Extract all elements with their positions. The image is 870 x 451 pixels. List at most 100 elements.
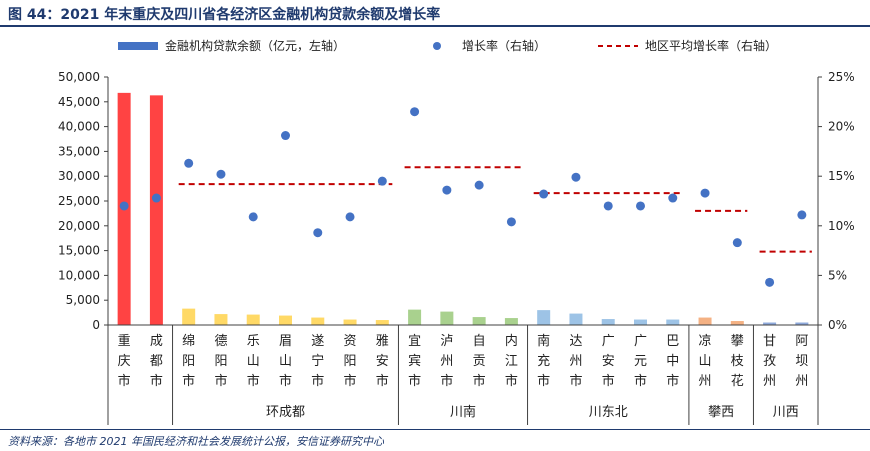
loan-bar bbox=[182, 308, 196, 325]
loan-bar bbox=[311, 317, 325, 325]
category-label-char: 山 bbox=[247, 354, 260, 369]
loan-bar bbox=[246, 314, 260, 325]
category-label-char: 市 bbox=[182, 373, 195, 389]
growth-dot bbox=[571, 172, 581, 182]
category-label-char: 州 bbox=[795, 374, 808, 389]
category-label-char: 广 bbox=[602, 334, 615, 349]
loan-bar bbox=[440, 311, 454, 325]
category-label-char: 州 bbox=[569, 354, 582, 369]
category-label-char: 孜 bbox=[763, 354, 776, 369]
category-label-char: 市 bbox=[214, 373, 227, 389]
category-label-char: 重 bbox=[118, 333, 131, 349]
category-label-char: 州 bbox=[763, 374, 776, 389]
growth-dot bbox=[184, 158, 194, 168]
category-label-char: 庆 bbox=[118, 354, 131, 369]
left-axis: 0 5,000 10,000 15,000 20,000 25,000 30,000 35,0… bbox=[58, 70, 109, 332]
title-divider bbox=[0, 25, 870, 27]
category-label-char: 凉 bbox=[699, 334, 712, 349]
category-label-char: 州 bbox=[699, 374, 712, 389]
region-label: 川东北 bbox=[589, 405, 628, 420]
loan-bar bbox=[634, 319, 647, 325]
left-axis-tick-label: 40,000 bbox=[58, 120, 100, 134]
growth-dot bbox=[216, 169, 226, 179]
category-label-char: 攀 bbox=[731, 334, 744, 349]
category-label-char: 阿 bbox=[795, 334, 808, 349]
category-label-char: 安 bbox=[376, 354, 389, 369]
category-label-char: 市 bbox=[602, 373, 615, 389]
category-label-char: 市 bbox=[666, 373, 679, 389]
category-label-char: 花 bbox=[731, 373, 744, 389]
category-label-char: 市 bbox=[408, 373, 421, 389]
category-label-char: 都 bbox=[150, 354, 163, 369]
loan-bar bbox=[601, 319, 615, 325]
category-label-char: 达 bbox=[569, 334, 582, 349]
category-label-char: 宁 bbox=[311, 353, 324, 369]
growth-dot bbox=[700, 188, 710, 198]
right-axis-tick-label: 20% bbox=[828, 120, 855, 134]
region-label: 环成都 bbox=[266, 405, 305, 420]
legend-dash-label: 地区平均增长率（右轴） bbox=[645, 38, 777, 53]
left-axis-tick-label: 35,000 bbox=[58, 144, 100, 158]
loan-bar bbox=[279, 315, 292, 325]
growth-dot bbox=[248, 212, 258, 222]
left-axis-tick-label: 45,000 bbox=[58, 95, 100, 109]
growth-dot bbox=[474, 180, 484, 190]
loan-bar bbox=[666, 319, 680, 325]
right-axis-tick-label: 10% bbox=[828, 219, 855, 233]
loan-bar bbox=[214, 314, 228, 325]
category-label-char: 市 bbox=[376, 373, 389, 389]
category-label-char: 巴 bbox=[666, 334, 679, 349]
growth-dot bbox=[506, 217, 516, 227]
category-label-char: 市 bbox=[118, 373, 131, 389]
region-average-lines bbox=[178, 166, 812, 253]
loan-bar bbox=[537, 310, 551, 325]
growth-dot bbox=[797, 210, 807, 220]
legend-bar-swatch bbox=[118, 42, 158, 50]
loan-bar bbox=[504, 318, 518, 325]
growth-dot bbox=[377, 176, 387, 186]
left-axis-tick-label: 10,000 bbox=[58, 268, 100, 282]
loan-bar bbox=[472, 317, 486, 325]
category-label-char: 甘 bbox=[763, 334, 776, 349]
category-label-char: 市 bbox=[505, 373, 518, 389]
category-label-char: 宾 bbox=[408, 353, 421, 369]
x-axis: 重庆市成都市绵阳市德阳市乐山市眉山市遂宁市资阳市雅安市宜宾市泸州市自贡市内江市南… bbox=[107, 324, 819, 425]
left-axis-tick-label: 20,000 bbox=[58, 219, 100, 233]
category-label-char: 市 bbox=[634, 373, 647, 389]
legend-dot-label: 增长率（右轴） bbox=[462, 38, 546, 53]
right-axis-tick-label: 15% bbox=[828, 169, 855, 183]
category-label-char: 泸 bbox=[440, 334, 453, 349]
loan-bar bbox=[698, 317, 712, 325]
legend-bar-label: 金融机构贷款余额（亿元，左轴） bbox=[165, 38, 345, 53]
category-label-char: 绵 bbox=[182, 334, 195, 349]
loan-bar bbox=[149, 95, 163, 326]
category-label-char: 市 bbox=[440, 373, 453, 389]
category-label-char: 枝 bbox=[731, 354, 744, 369]
category-label-char: 市 bbox=[344, 373, 357, 389]
loan-bar bbox=[569, 313, 583, 325]
growth-dot bbox=[668, 193, 678, 203]
category-label-char: 坝 bbox=[795, 354, 808, 369]
loan-bar bbox=[343, 319, 357, 325]
category-label-char: 元 bbox=[634, 354, 647, 369]
category-label-char: 山 bbox=[279, 354, 292, 369]
growth-dot bbox=[539, 189, 549, 199]
category-label-char: 贡 bbox=[473, 354, 486, 369]
category-label-char: 市 bbox=[279, 373, 292, 389]
region-label: 攀西 bbox=[708, 405, 734, 420]
left-axis-tick-label: 25,000 bbox=[58, 194, 100, 208]
loan-bar bbox=[763, 322, 777, 325]
growth-dot bbox=[765, 277, 775, 287]
growth-dots bbox=[119, 107, 807, 287]
category-label-char: 雅 bbox=[376, 334, 389, 349]
category-label-char: 州 bbox=[440, 354, 453, 369]
left-axis-tick-label: 5,000 bbox=[66, 293, 100, 307]
category-label-char: 市 bbox=[537, 373, 550, 389]
category-label-char: 遂 bbox=[311, 334, 324, 349]
right-axis: 0% 5% 10% 15% 20% 25% bbox=[817, 70, 855, 332]
category-label-char: 山 bbox=[699, 354, 712, 369]
category-label-char: 市 bbox=[473, 373, 486, 389]
category-label-char: 充 bbox=[537, 353, 550, 369]
growth-dot bbox=[313, 228, 323, 238]
